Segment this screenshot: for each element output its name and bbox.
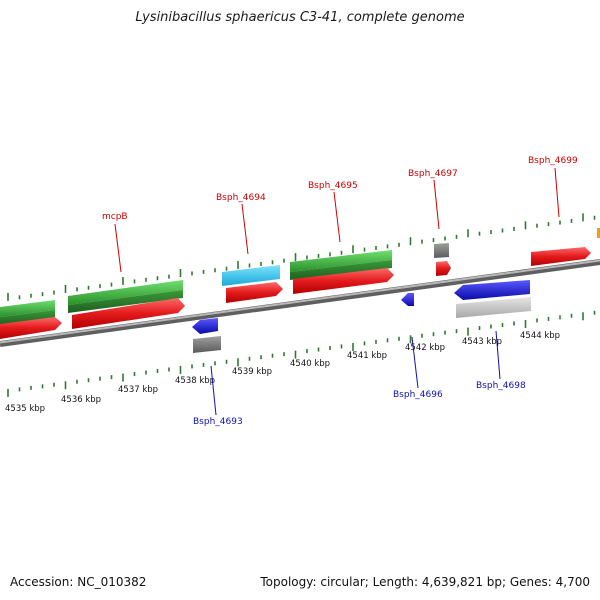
gene-label-bsph-4698[interactable]: Bsph_4698 [476,381,526,391]
kbp-label: 4538 kbp [175,376,215,386]
accession-text: Accession: NC_010382 [10,575,147,589]
kbp-label: 4536 kbp [61,395,101,405]
kbp-label: 4541 kbp [347,351,387,361]
kbp-label: 4542 kbp [405,343,445,353]
gene-label-mcpb[interactable]: mcpB [102,212,128,222]
cds-feature[interactable] [290,250,392,272]
kbp-label: 4544 kbp [520,331,560,341]
gene-arrow-reverse[interactable] [192,318,218,334]
gene-arrow-reverse[interactable] [401,293,414,306]
gene-label-bsph-4695[interactable]: Bsph_4695 [308,181,358,191]
tick-marks-upper [7,213,596,301]
reverse-genes [192,280,530,334]
cds-feature[interactable] [68,290,183,313]
cds-feature[interactable] [0,300,55,317]
gene-arrow-forward[interactable] [72,298,185,329]
kbp-scale: 4535 kbp 4536 kbp 4537 kbp 4538 kbp 4539… [5,331,560,414]
page-title: Lysinibacillus sphaericus C3-41, complet… [135,10,465,25]
gene-arrow-forward[interactable] [293,268,394,294]
cds-feature[interactable] [290,260,392,280]
gene-arrow-forward[interactable] [531,247,591,266]
cyan-feature[interactable] [222,265,280,286]
lower-gene-labels: Bsph_4693 Bsph_4696 Bsph_4698 [193,381,526,427]
kbp-label: 4543 kbp [462,337,502,347]
lower-leader-lines [210,330,501,416]
gene-arrow-forward[interactable] [436,261,451,276]
orange-feature[interactable] [597,228,600,238]
kbp-label: 4535 kbp [5,404,45,414]
gene-arrow-forward[interactable] [226,282,283,303]
gray-feature[interactable] [193,336,221,353]
forward-genes [0,247,591,339]
gray-feature[interactable] [434,243,449,258]
gene-arrow-reverse[interactable] [454,280,530,300]
gene-arrow-forward[interactable] [0,317,62,339]
kbp-label: 4539 kbp [232,367,272,377]
gene-label-bsph-4693[interactable]: Bsph_4693 [193,417,243,427]
upper-gene-labels: mcpB Bsph_4694 Bsph_4695 Bsph_4697 Bsph_… [102,156,578,222]
kbp-label: 4540 kbp [290,359,330,369]
gray-features [193,228,600,353]
upper-leader-lines [114,167,560,273]
genome-backbone [0,259,600,347]
tick-marks-lower [7,310,596,397]
kbp-label: 4537 kbp [118,385,158,395]
cds-track [0,250,392,325]
light-gray-feature[interactable] [456,297,531,318]
gene-label-bsph-4694[interactable]: Bsph_4694 [216,193,266,203]
topology-text: Topology: circular; Length: 4,639,821 bp… [260,575,590,589]
cds-feature[interactable] [0,310,55,325]
gene-label-bsph-4696[interactable]: Bsph_4696 [393,390,443,400]
gene-label-bsph-4697[interactable]: Bsph_4697 [408,169,458,179]
gene-label-bsph-4699[interactable]: Bsph_4699 [528,156,578,166]
cds-feature[interactable] [68,280,183,305]
